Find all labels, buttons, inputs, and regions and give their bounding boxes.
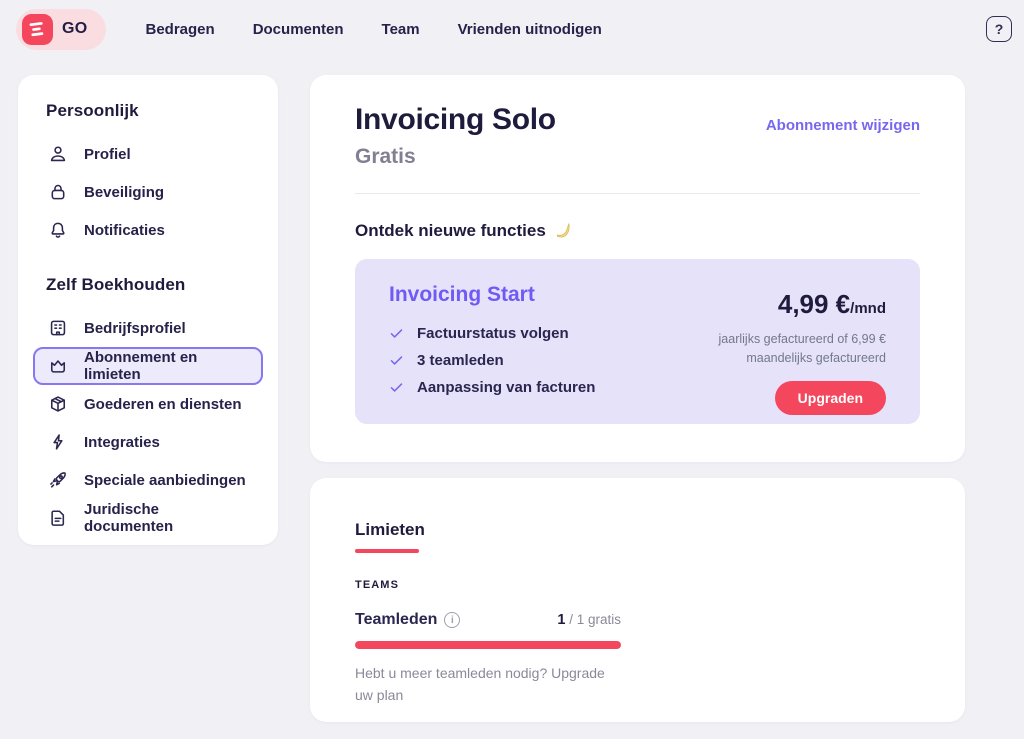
limits-note: Hebt u meer teamleden nodig? Upgrade uw … <box>355 665 605 703</box>
check-icon <box>390 329 403 338</box>
limits-group-label: TEAMS <box>355 579 399 591</box>
sidebar-item-label: Speciale aanbiedingen <box>84 471 246 489</box>
upgrade-button[interactable]: Upgraden <box>774 380 886 415</box>
divider <box>355 193 920 194</box>
progress-fill <box>355 641 621 649</box>
change-subscription-link[interactable]: Abonnement wijzigen <box>765 117 920 134</box>
billing-note-line1: jaarlijks gefactureerd of 6,99 € <box>718 332 886 346</box>
sidebar-item-label: Profiel <box>84 145 131 163</box>
lock-icon <box>47 181 69 203</box>
check-icon <box>390 356 403 365</box>
subscription-panel: Invoicing Solo Gratis Abonnement wijzige… <box>310 75 965 462</box>
sidebar-section-title-persoonlijk: Persoonlijk <box>46 101 139 120</box>
document-icon <box>47 507 69 529</box>
settings-sidebar: Persoonlijk Profiel Beveiliging <box>18 75 278 545</box>
sidebar-item-label: Beveiliging <box>84 183 165 201</box>
sidebar-item-bedrijfsprofiel[interactable]: Bedrijfsprofiel <box>33 309 263 347</box>
plan-tier-label: Gratis <box>355 145 416 168</box>
usage-counter: 1 / 1 gratis <box>557 612 621 628</box>
building-icon <box>47 317 69 339</box>
upgrade-offer-card: Invoicing Start Factuurstatus volgen 3 t… <box>355 259 920 424</box>
discover-heading: Ontdek nieuwe functies <box>355 220 546 240</box>
price-period: /mnd <box>850 300 886 317</box>
top-navigation: Bedragen Documenten Team Vrienden uitnod… <box>146 21 602 38</box>
brand-icon <box>22 13 53 45</box>
sidebar-item-notificaties[interactable]: Notificaties <box>33 211 263 249</box>
sidebar-item-beveiliging[interactable]: Beveiliging <box>33 173 263 211</box>
title-accent-underline <box>355 549 419 553</box>
sidebar-section-title-zelf-boekhouden: Zelf Boekhouden <box>46 275 186 294</box>
feature-item: Factuurstatus volgen <box>389 325 595 342</box>
sidebar-item-integraties[interactable]: Integraties <box>33 423 263 461</box>
price-amount: 4,99 € <box>777 289 851 319</box>
sidebar-item-profiel[interactable]: Profiel <box>33 135 263 173</box>
feature-label: Aanpassing van facturen <box>417 379 596 396</box>
billing-note: jaarlijks gefactureerd of 6,99 € maandel… <box>719 330 886 369</box>
crown-icon <box>47 355 69 377</box>
sidebar-item-label: Juridische documenten <box>84 501 174 535</box>
nav-item-team[interactable]: Team <box>381 20 420 38</box>
sidebar-item-label: Goederen en diensten <box>84 395 242 413</box>
metric-label: Teamleden <box>355 611 438 628</box>
price: 4,99 €/mnd <box>778 289 886 320</box>
check-icon <box>390 383 403 392</box>
help-button[interactable]: ? <box>986 16 1012 42</box>
bell-icon <box>47 219 69 241</box>
feature-label: 3 teamleden <box>417 352 504 369</box>
sidebar-item-juridische-documenten[interactable]: Juridische documenten <box>33 499 263 537</box>
app-logo[interactable]: GO <box>16 8 106 50</box>
feature-item: Aanpassing van facturen <box>389 379 595 396</box>
feature-label: Factuurstatus volgen <box>417 325 569 342</box>
user-icon <box>47 143 69 165</box>
sidebar-item-abonnement-en-limieten[interactable]: Abonnement en limieten <box>33 347 263 385</box>
page-title: Invoicing Solo <box>355 103 556 136</box>
nav-item-documenten[interactable]: Documenten <box>252 20 344 38</box>
sidebar-item-label: Abonnement en limieten <box>84 349 198 383</box>
sidebar-item-label: Notificaties <box>84 221 165 239</box>
info-icon[interactable]: i <box>444 612 461 628</box>
top-bar: GO Bedragen Documenten Team Vrienden uit… <box>0 0 1024 58</box>
billing-note-line2: maandelijks gefactureerd <box>746 351 886 366</box>
feature-item: 3 teamleden <box>389 352 595 369</box>
rocket-icon <box>47 469 69 491</box>
package-icon <box>47 393 69 415</box>
sidebar-item-label: Bedrijfsprofiel <box>84 319 186 337</box>
feature-list: Factuurstatus volgen 3 teamleden Aanpass… <box>389 325 595 396</box>
nav-item-bedragen[interactable]: Bedragen <box>145 20 215 38</box>
offer-plan-name: Invoicing Start <box>389 283 535 306</box>
logo-label: GO <box>62 20 88 37</box>
comet-icon <box>556 223 570 238</box>
limits-panel: Limieten TEAMS Teamleden i 1 / 1 gratis … <box>310 478 965 722</box>
lightning-icon <box>47 431 69 453</box>
usage-total: / 1 gratis <box>565 612 621 627</box>
teamleden-metric-row: Teamleden i 1 / 1 gratis <box>355 611 621 629</box>
sidebar-item-speciale-aanbiedingen[interactable]: Speciale aanbiedingen <box>33 461 263 499</box>
sidebar-item-label: Integraties <box>84 433 160 451</box>
limits-title: Limieten <box>355 520 425 539</box>
nav-item-vrienden-uitnodigen[interactable]: Vrienden uitnodigen <box>457 20 602 38</box>
teamleden-progress-bar <box>355 641 621 649</box>
usage-current: 1 <box>557 612 566 628</box>
sidebar-item-goederen-en-diensten[interactable]: Goederen en diensten <box>33 385 263 423</box>
